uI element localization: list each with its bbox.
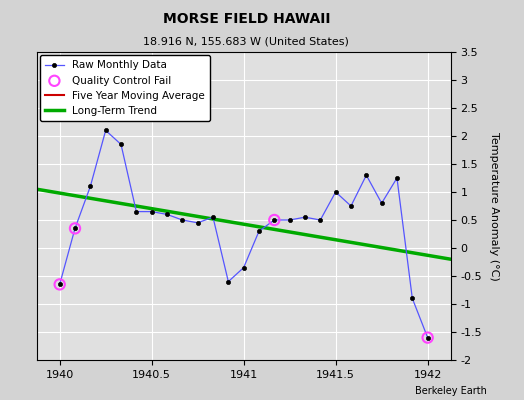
Raw Monthly Data <box>72 226 78 231</box>
Raw Monthly Data <box>210 215 216 220</box>
Raw Monthly Data <box>394 176 400 180</box>
Raw Monthly Data <box>241 265 247 270</box>
Raw Monthly Data <box>409 296 416 301</box>
Y-axis label: Temperature Anomaly (°C): Temperature Anomaly (°C) <box>489 132 499 280</box>
Quality Control Fail <box>423 334 432 341</box>
Text: MORSE FIELD HAWAII: MORSE FIELD HAWAII <box>162 12 330 26</box>
Raw Monthly Data <box>103 128 109 133</box>
Raw Monthly Data <box>179 218 185 222</box>
Raw Monthly Data <box>287 218 293 222</box>
Raw Monthly Data <box>225 279 232 284</box>
Raw Monthly Data <box>333 190 339 194</box>
Raw Monthly Data <box>164 212 170 217</box>
Raw Monthly Data <box>148 209 155 214</box>
Raw Monthly Data <box>363 173 369 178</box>
Quality Control Fail <box>270 217 279 223</box>
Raw Monthly Data <box>57 282 63 287</box>
Raw Monthly Data <box>87 184 93 189</box>
Raw Monthly Data <box>317 218 323 222</box>
Legend: Raw Monthly Data, Quality Control Fail, Five Year Moving Average, Long-Term Tren: Raw Monthly Data, Quality Control Fail, … <box>40 55 210 121</box>
Raw Monthly Data <box>302 215 308 220</box>
Text: Berkeley Earth: Berkeley Earth <box>416 386 487 396</box>
Line: Raw Monthly Data: Raw Monthly Data <box>58 128 430 340</box>
Raw Monthly Data <box>424 335 431 340</box>
Text: 18.916 N, 155.683 W (United States): 18.916 N, 155.683 W (United States) <box>144 36 349 46</box>
Raw Monthly Data <box>378 201 385 206</box>
Quality Control Fail <box>71 225 79 232</box>
Raw Monthly Data <box>118 142 124 147</box>
Quality Control Fail <box>56 281 64 288</box>
Raw Monthly Data <box>271 218 278 222</box>
Raw Monthly Data <box>133 209 139 214</box>
Raw Monthly Data <box>348 204 354 208</box>
Raw Monthly Data <box>194 220 201 225</box>
Raw Monthly Data <box>256 229 262 234</box>
